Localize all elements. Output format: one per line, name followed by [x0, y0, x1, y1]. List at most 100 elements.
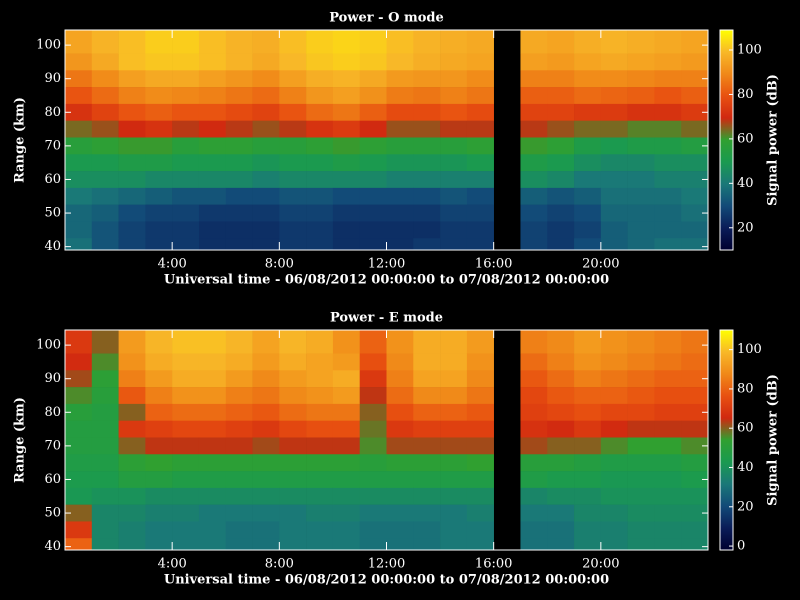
heat-cell — [306, 53, 334, 71]
heat-cell — [306, 204, 334, 222]
heat-cell — [65, 137, 93, 155]
heat-cell — [306, 504, 334, 522]
heat-cell — [440, 521, 468, 539]
heat-cell — [574, 387, 602, 405]
heat-cell — [172, 137, 200, 155]
heat-cell — [413, 487, 441, 505]
heat-cell — [359, 137, 387, 155]
colorbar-tick-label: 40 — [737, 176, 754, 191]
heat-cell — [654, 504, 682, 522]
heat-cell — [681, 538, 709, 551]
heat-cell — [332, 330, 361, 354]
y-tick-label: 40 — [44, 539, 61, 554]
heat-cell — [440, 437, 468, 455]
heat-cell — [520, 238, 548, 251]
heat-cell — [145, 471, 173, 489]
heat-cell — [91, 504, 119, 522]
x-tick-label: 12:00 — [368, 557, 405, 572]
heat-cell — [413, 103, 441, 121]
heat-cell — [466, 103, 494, 121]
heat-cell — [198, 53, 227, 71]
heat-cell — [91, 387, 119, 405]
heat-cell — [466, 538, 494, 551]
heat-cell — [118, 437, 146, 455]
heat-cell — [681, 454, 709, 472]
heat-cell — [547, 187, 575, 205]
heat-cell — [252, 70, 280, 88]
heat-cell — [440, 187, 468, 205]
heat-cell — [574, 330, 602, 354]
heat-cell — [198, 504, 227, 522]
heat-cell — [279, 330, 307, 354]
y-tick-label: 60 — [44, 172, 61, 187]
heat-cell — [440, 238, 468, 251]
chart-title: Power - O mode — [329, 11, 444, 26]
heat-cell — [654, 487, 682, 505]
heat-cell — [654, 137, 682, 155]
heat-cell — [681, 403, 709, 421]
heat-cell — [413, 330, 441, 354]
heat-cell — [413, 521, 441, 539]
heat-cell — [600, 437, 628, 455]
heat-cell — [145, 454, 173, 472]
heat-cell — [65, 387, 93, 405]
heat-cell — [172, 70, 200, 88]
heat-cell — [574, 420, 602, 438]
heat-cell — [225, 504, 253, 522]
heat-cell — [440, 353, 468, 371]
heat-cell — [118, 187, 146, 205]
heat-cell — [252, 154, 280, 172]
heat-cell — [118, 154, 146, 172]
heat-cell — [627, 330, 655, 354]
heat-cell — [225, 87, 253, 105]
heat-cell — [681, 437, 709, 455]
heat-cell — [547, 471, 575, 489]
heat-cell — [440, 387, 468, 405]
heat-cell — [386, 87, 414, 105]
heat-cell — [65, 120, 93, 138]
heat-cell — [359, 171, 387, 189]
heat-cell — [386, 487, 414, 505]
heat-cell — [413, 370, 441, 388]
heat-cell — [91, 437, 119, 455]
heat-cell — [359, 420, 387, 438]
heat-cell — [279, 30, 307, 54]
heat-cell — [252, 171, 280, 189]
y-tick-label: 80 — [44, 405, 61, 420]
heat-cell — [654, 87, 682, 105]
heat-cell — [252, 137, 280, 155]
heat-cell — [627, 437, 655, 455]
heat-cell — [145, 30, 173, 54]
heat-cell — [520, 521, 548, 539]
heat-cell — [332, 204, 361, 222]
y-tick-label: 70 — [44, 138, 61, 153]
heat-cell — [198, 370, 227, 388]
heat-cell — [145, 353, 173, 371]
heat-cell — [91, 154, 119, 172]
heat-cell — [440, 370, 468, 388]
heat-cell — [279, 403, 307, 421]
heat-cell — [574, 403, 602, 421]
heat-cell — [198, 171, 227, 189]
heat-cell — [306, 238, 334, 251]
heat-cell — [654, 437, 682, 455]
heat-cell — [654, 538, 682, 551]
heat-cell — [547, 403, 575, 421]
colorbar-tick-label: 0 — [737, 539, 745, 554]
heat-cell — [172, 154, 200, 172]
heat-cell — [279, 487, 307, 505]
heat-cell — [547, 103, 575, 121]
heat-cell — [279, 187, 307, 205]
heat-cell — [225, 538, 253, 551]
heat-cell — [118, 53, 146, 71]
heat-cell — [279, 437, 307, 455]
heat-cell — [91, 221, 119, 239]
heat-cell — [520, 137, 548, 155]
heat-cell — [547, 221, 575, 239]
heat-cell — [198, 238, 227, 251]
heat-cell — [386, 137, 414, 155]
heat-cell — [413, 204, 441, 222]
heat-cell — [413, 221, 441, 239]
heat-cell — [91, 471, 119, 489]
heat-cell — [65, 187, 93, 205]
